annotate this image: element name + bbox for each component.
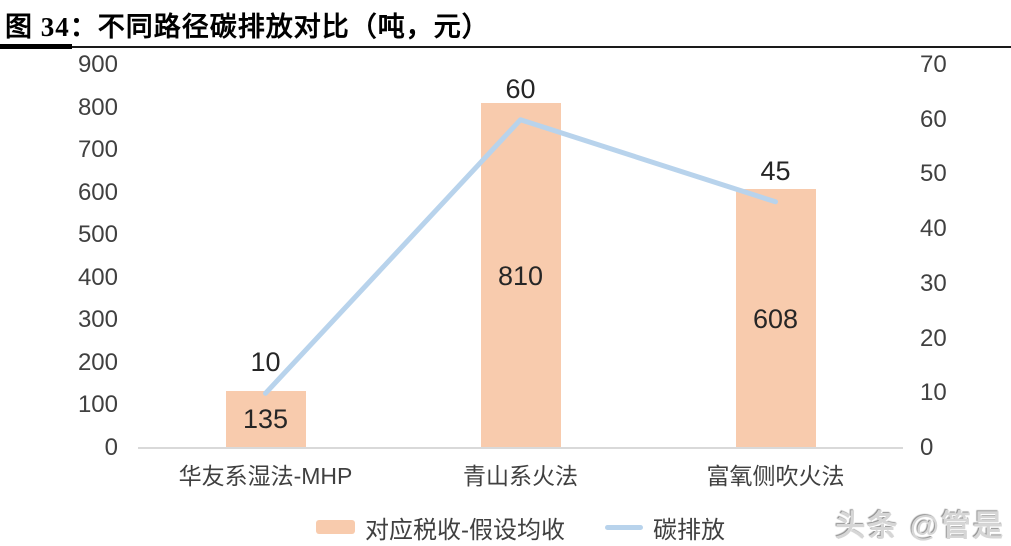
bar-series-swatch [316, 520, 355, 534]
x-axis-line [138, 447, 903, 449]
left-axis-tick-label: 0 [104, 434, 118, 461]
watermark: 头条 @管是 [835, 510, 1005, 543]
bar-value-label: 608 [752, 303, 799, 334]
title-rule [0, 46, 1011, 48]
line-point-label: 10 [250, 347, 281, 378]
legend-label-line-series: 碳排放 [653, 516, 725, 544]
right-axis-tick-label: 60 [920, 105, 947, 133]
figure-title: 图 34：不同路径碳排放对比（吨，元） [5, 12, 490, 42]
category-label: 富氧侧吹火法 [706, 463, 845, 489]
right-axis-tick-label: 0 [920, 434, 934, 461]
legend-item-bar-series: 对应税收-假设均收 [316, 510, 565, 545]
bar [225, 390, 306, 448]
left-axis-tick-label: 700 [77, 136, 118, 164]
legend: 对应税收-假设均收 碳排放 [138, 510, 903, 544]
left-axis-tick-label: 100 [77, 391, 118, 419]
right-axis-tick-label: 50 [920, 160, 947, 188]
bar-value-label: 135 [242, 404, 289, 435]
legend-item-line-series: 碳排放 [605, 510, 725, 545]
category-label: 青山系火法 [463, 463, 578, 489]
line-point-label: 45 [760, 155, 791, 186]
left-axis-tick-label: 800 [77, 93, 118, 121]
bar-value-label: 810 [497, 260, 544, 291]
right-axis-tick-label: 70 [920, 51, 947, 78]
right-axis-tick-label: 40 [920, 215, 947, 243]
line-point-label: 60 [505, 73, 536, 104]
left-axis-tick-label: 600 [77, 178, 118, 206]
left-axis-tick-label: 400 [77, 263, 118, 291]
right-axis-tick-label: 10 [920, 379, 947, 407]
right-axis-tick-label: 20 [920, 324, 947, 352]
left-axis-tick-label: 200 [77, 348, 118, 376]
right-axis-tick-label: 30 [920, 269, 947, 297]
left-axis-tick-label: 500 [77, 221, 118, 249]
left-axis-tick-label: 300 [77, 306, 118, 334]
line-series-swatch [605, 524, 643, 530]
category-label: 华友系湿法-MHP [178, 463, 353, 489]
legend-label-bar-series: 对应税收-假设均收 [365, 516, 565, 544]
left-axis-tick-label: 900 [77, 51, 118, 78]
title-rule-accent [0, 44, 72, 49]
